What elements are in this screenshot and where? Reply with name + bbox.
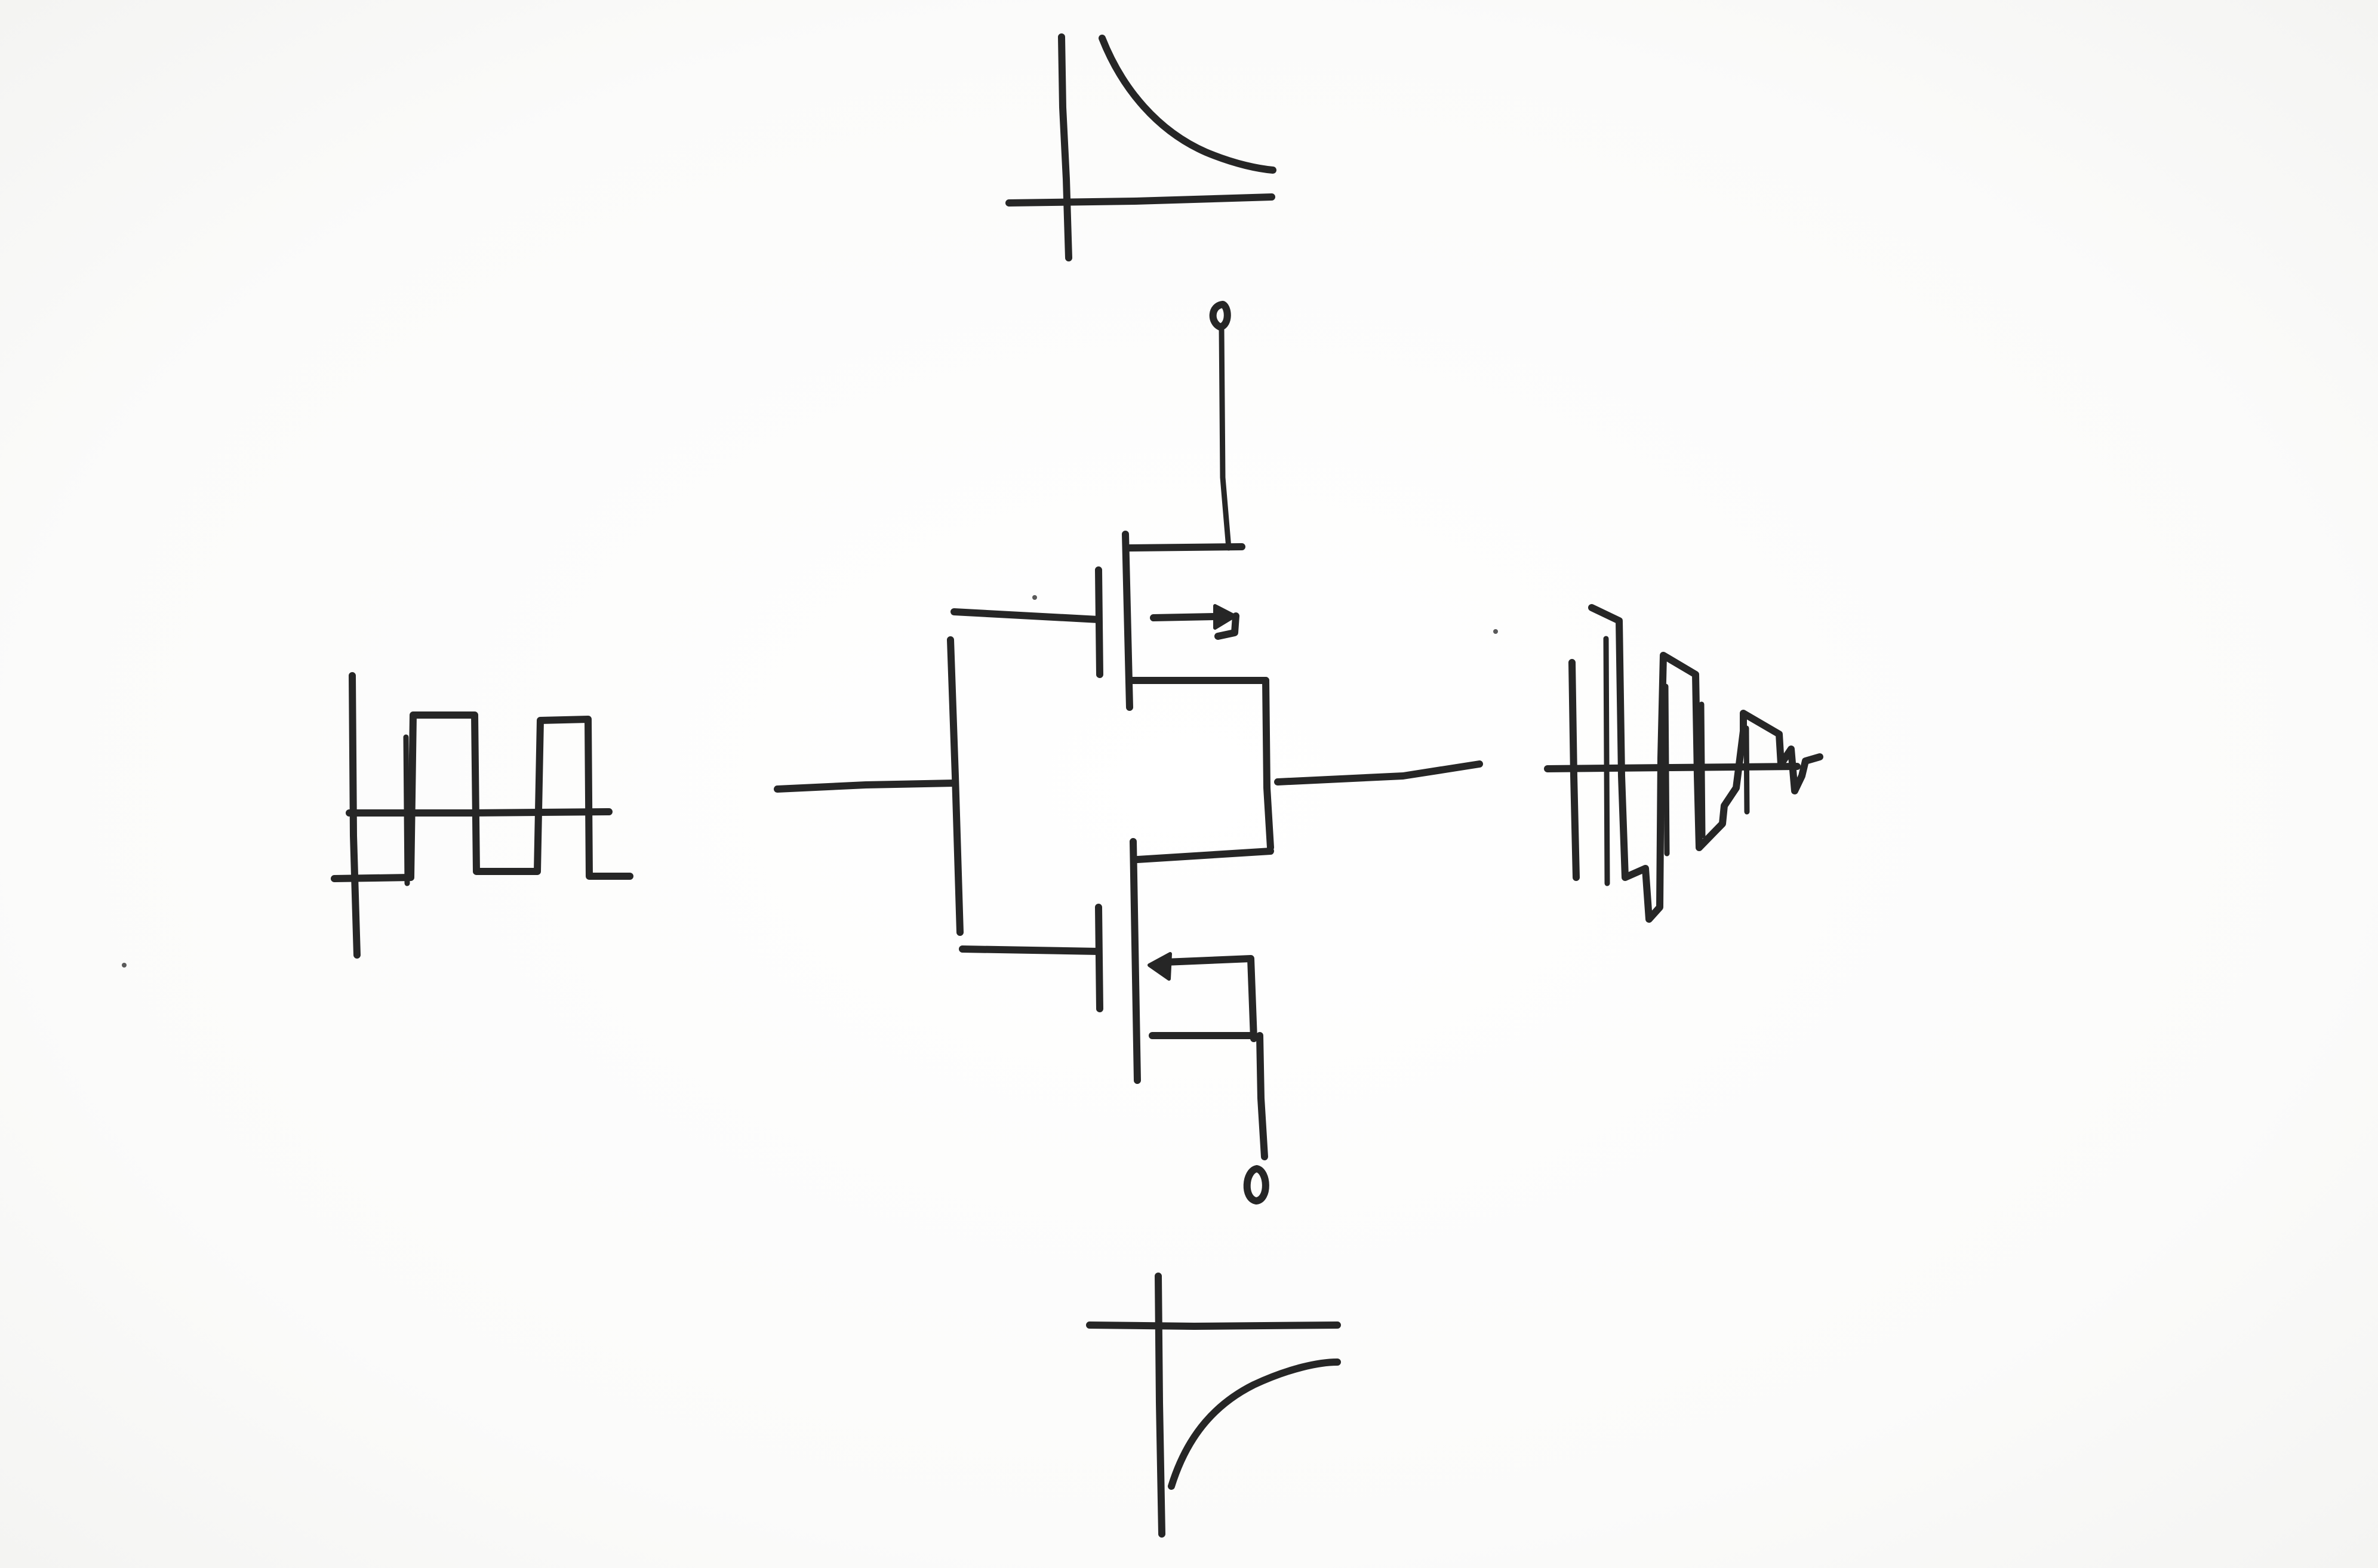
speck	[1493, 629, 1498, 634]
top-waveform	[1005, 33, 1276, 261]
input-wire	[774, 780, 958, 793]
pmos-source-lead	[1126, 543, 1245, 552]
nmos-gate-plate	[1095, 904, 1103, 1012]
nmos-gate-lead	[959, 945, 1102, 955]
gnd-terminal	[1243, 1165, 1269, 1205]
right-waveform-x-axis	[1544, 763, 1801, 772]
pmos-transistor	[1095, 531, 1269, 711]
pmos-gate-plate	[1095, 566, 1103, 678]
nmos-body-arrow	[1148, 952, 1172, 981]
speck	[1032, 595, 1037, 600]
right-waveform-y-axis	[1568, 659, 1580, 881]
left-waveform-x-axis	[346, 808, 613, 817]
vdd-rail	[1219, 324, 1232, 551]
nmos-body-lead	[1162, 955, 1257, 1042]
right-waveform-oscillation	[1588, 604, 1823, 923]
pmos-body-arrow-lead	[1150, 613, 1219, 621]
left-waveform-tick	[403, 734, 410, 886]
paper-specks	[122, 595, 1498, 968]
cmos-inverter-circuit	[774, 301, 1483, 1205]
left-waveform-square-wave	[331, 711, 633, 882]
gnd-rail	[1256, 1032, 1268, 1160]
gate-bus	[947, 636, 964, 936]
right-waveform	[1544, 604, 1823, 923]
nmos-channel	[1130, 838, 1141, 1084]
nmos-drain-lead	[1134, 848, 1274, 863]
bottom-waveform	[1086, 1273, 1341, 1538]
top-waveform-x-axis	[1005, 193, 1275, 207]
output-wire	[1274, 760, 1483, 785]
right-waveform-ticks	[1603, 636, 1750, 886]
bottom-waveform-curve	[1168, 1358, 1341, 1490]
pmos-gate-lead	[950, 608, 1102, 623]
vdd-terminal	[1209, 301, 1231, 331]
output-node-bar	[1262, 677, 1274, 851]
left-waveform-y-axis	[349, 672, 361, 959]
left-waveform	[331, 672, 633, 959]
pmos-body-return	[1214, 612, 1239, 640]
pmos-body-arrow	[1213, 604, 1236, 630]
speck	[122, 963, 127, 968]
bottom-waveform-x-axis	[1086, 1321, 1341, 1330]
nmos-transistor	[1095, 838, 1257, 1084]
bottom-waveform-y-axis	[1155, 1273, 1165, 1538]
top-waveform-curve	[1099, 35, 1276, 174]
top-waveform-y-axis	[1058, 33, 1072, 261]
